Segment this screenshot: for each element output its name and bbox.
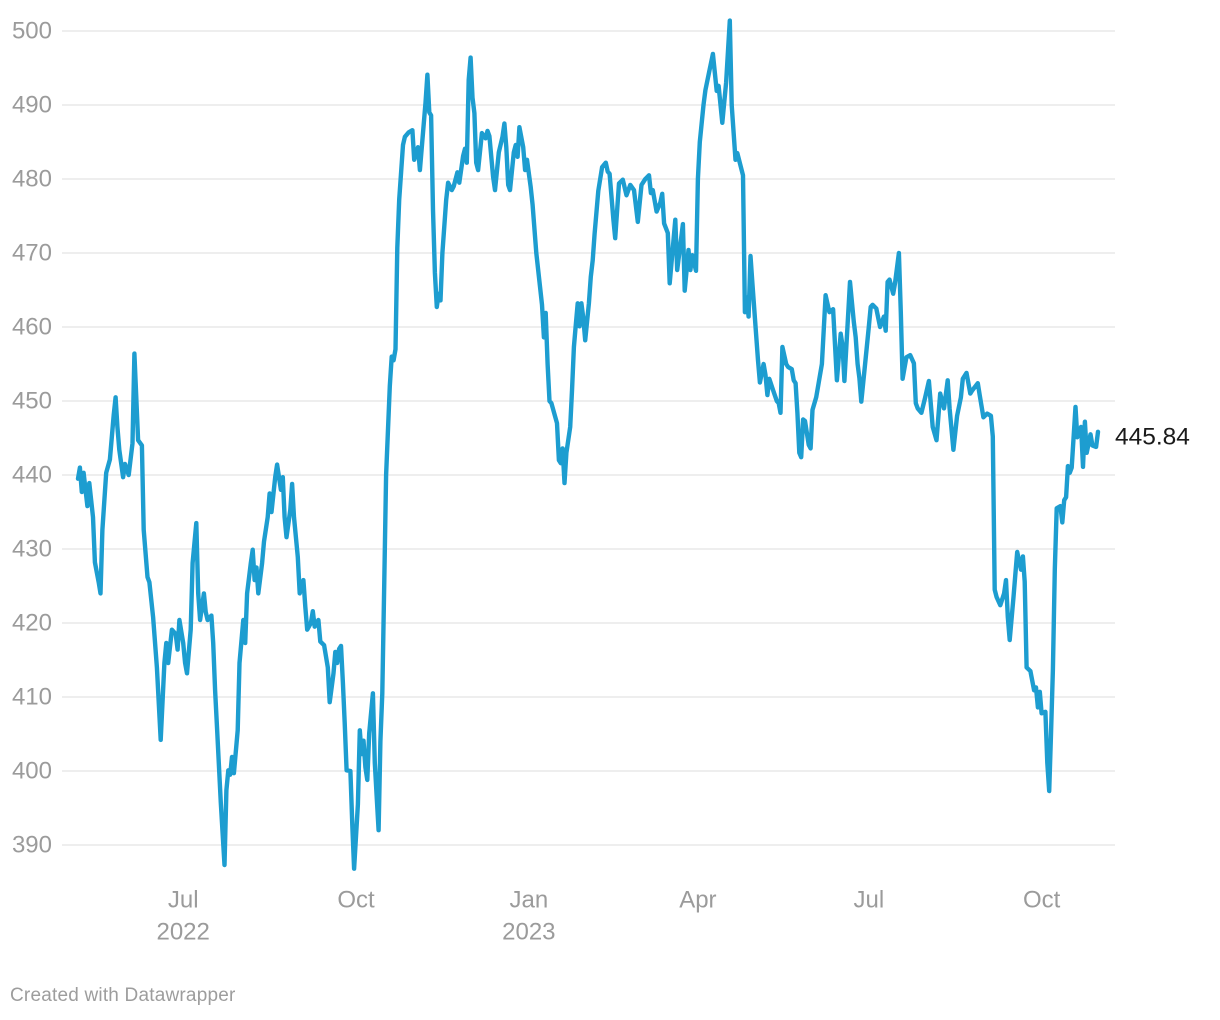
y-axis-label: 430 — [12, 536, 52, 563]
y-axis-label: 420 — [12, 610, 52, 637]
y-axis-label: 500 — [12, 18, 52, 45]
x-axis-label: Apr — [679, 887, 716, 914]
y-axis-label: 490 — [12, 92, 52, 119]
y-axis-label: 410 — [12, 684, 52, 711]
y-axis-label: 400 — [12, 758, 52, 785]
y-axis-label: 480 — [12, 166, 52, 193]
x-axis-label: Jul — [853, 887, 884, 914]
attribution-text: Created with Datawrapper — [10, 985, 236, 1006]
x-axis-label: Jul — [168, 887, 199, 914]
price-line — [75, 18, 1101, 871]
y-axis-label: 460 — [12, 314, 52, 341]
x-axis-label: Jan — [509, 887, 548, 914]
last-value-label: 445.84 — [1115, 423, 1190, 450]
x-axis-label: Oct — [1023, 887, 1061, 914]
x-axis-label: Oct — [337, 887, 375, 914]
y-axis-label: 470 — [12, 240, 52, 267]
x-axis-year-label: 2022 — [156, 919, 209, 946]
x-axis-year-label: 2023 — [502, 919, 555, 946]
y-axis-label: 390 — [12, 832, 52, 859]
y-axis-label: 440 — [12, 462, 52, 489]
y-axis-label: 450 — [12, 388, 52, 415]
